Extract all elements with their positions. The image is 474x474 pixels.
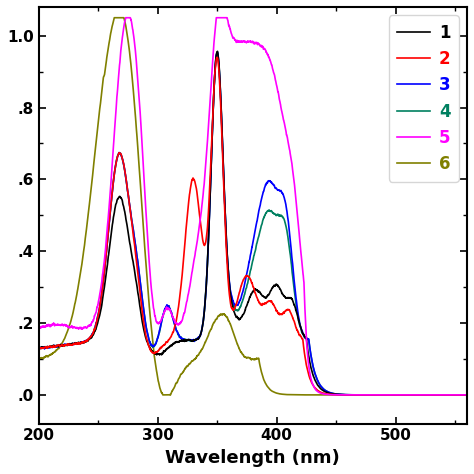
1 bbox=[295, 313, 301, 319]
1 bbox=[36, 365, 41, 371]
6 bbox=[36, 372, 41, 377]
4 bbox=[128, 207, 133, 213]
1 bbox=[128, 243, 133, 249]
4 bbox=[295, 313, 301, 319]
1 bbox=[155, 351, 161, 357]
4 bbox=[36, 365, 41, 371]
Line: 6: 6 bbox=[38, 18, 467, 395]
2 bbox=[214, 55, 220, 60]
Line: 4: 4 bbox=[38, 52, 467, 395]
6 bbox=[295, 392, 301, 398]
2 bbox=[128, 208, 133, 214]
Line: 1: 1 bbox=[38, 51, 467, 395]
5 bbox=[464, 392, 470, 398]
4 bbox=[214, 49, 220, 55]
3 bbox=[36, 365, 41, 371]
5 bbox=[424, 392, 429, 398]
4 bbox=[302, 335, 308, 341]
5 bbox=[155, 320, 161, 326]
6 bbox=[464, 392, 470, 398]
Legend: 1, 2, 3, 4, 5, 6: 1, 2, 3, 4, 5, 6 bbox=[389, 15, 459, 182]
Line: 2: 2 bbox=[38, 57, 467, 395]
6 bbox=[111, 15, 117, 20]
6 bbox=[302, 392, 308, 398]
2 bbox=[36, 365, 41, 371]
3 bbox=[128, 208, 133, 214]
3 bbox=[464, 392, 470, 398]
2 bbox=[424, 392, 429, 398]
4 bbox=[464, 392, 470, 398]
2 bbox=[155, 348, 161, 354]
6 bbox=[160, 392, 166, 398]
4 bbox=[464, 392, 470, 398]
3 bbox=[302, 335, 308, 340]
X-axis label: Wavelength (nm): Wavelength (nm) bbox=[165, 449, 340, 467]
2 bbox=[464, 392, 470, 398]
1 bbox=[464, 392, 470, 398]
Line: 5: 5 bbox=[38, 18, 467, 395]
1 bbox=[302, 334, 308, 340]
Line: 3: 3 bbox=[38, 52, 467, 395]
1 bbox=[215, 48, 220, 54]
1 bbox=[424, 392, 429, 398]
3 bbox=[424, 392, 429, 398]
3 bbox=[215, 49, 220, 55]
6 bbox=[464, 392, 470, 398]
3 bbox=[464, 392, 470, 398]
3 bbox=[295, 309, 301, 314]
2 bbox=[302, 356, 308, 361]
5 bbox=[295, 215, 301, 221]
6 bbox=[155, 378, 161, 384]
5 bbox=[302, 314, 308, 319]
1 bbox=[464, 392, 470, 398]
4 bbox=[155, 333, 161, 339]
5 bbox=[128, 15, 133, 21]
5 bbox=[36, 353, 41, 359]
3 bbox=[155, 334, 161, 339]
2 bbox=[295, 328, 301, 334]
5 bbox=[464, 392, 470, 398]
6 bbox=[424, 392, 429, 398]
2 bbox=[464, 392, 470, 398]
5 bbox=[123, 15, 128, 20]
6 bbox=[128, 58, 133, 64]
4 bbox=[424, 392, 429, 398]
